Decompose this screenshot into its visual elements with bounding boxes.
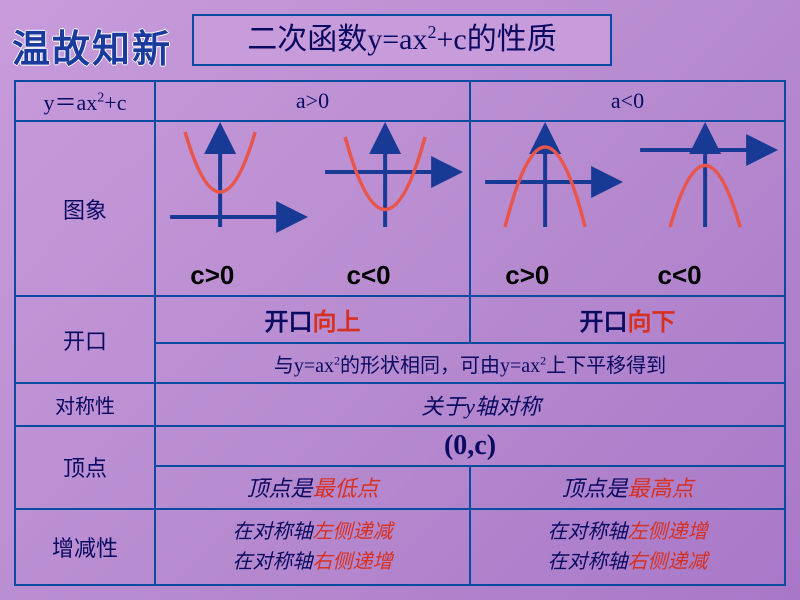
graph-aneg-cpos: c>0 [475, 122, 625, 295]
open-pos-acc: 向上 [313, 310, 361, 336]
vp-acc: 最低点 [313, 476, 379, 501]
title-prefix: 二次函数y=ax [247, 23, 427, 56]
row-label-symmetry: 对称性 [15, 383, 155, 425]
sn2: 的形状相同，可由y=ax [340, 355, 540, 377]
row-label-graph: 图象 [15, 121, 155, 296]
monotone-pos: 在对称轴左侧递减 在对称轴右侧递增 [155, 509, 470, 585]
vertex-neg: 顶点是最高点 [470, 466, 785, 508]
open-pos-pre: 开口 [265, 310, 313, 336]
title-suffix: +c的性质 [437, 23, 557, 56]
header-a-negative: a<0 [470, 81, 785, 121]
symmetry-text: 关于y轴对称 [155, 383, 785, 425]
mn2a: 在对称轴 [548, 551, 628, 573]
mp1a: 在对称轴 [233, 521, 313, 543]
mn1b: 左侧递增 [628, 521, 708, 543]
title-sup: 2 [428, 22, 437, 42]
main-title: 二次函数y=ax2+c的性质 [192, 14, 612, 66]
mn2b: 右侧递减 [628, 551, 708, 573]
mp1b: 左侧递减 [313, 521, 393, 543]
vertex-pos: 顶点是最低点 [155, 466, 470, 508]
hdr-f-suf: +c [104, 90, 126, 115]
properties-table: y＝ax2+c a>0 a<0 图象 c>0 [14, 80, 786, 586]
mp2a: 在对称轴 [233, 551, 313, 573]
vertex-coord: (0,c) [155, 426, 785, 466]
graph-aneg-cneg: c<0 [630, 122, 780, 295]
vp-pre: 顶点是 [246, 476, 312, 501]
sn3: 上下平移得到 [546, 355, 666, 377]
row-label-monotone: 增减性 [15, 509, 155, 585]
row-label-opening: 开口 [15, 296, 155, 383]
open-neg-acc: 向下 [628, 310, 676, 336]
opening-positive: 开口向上 [155, 296, 470, 343]
graph-apos-cneg: c<0 [315, 122, 465, 295]
c-label-pos-2: c>0 [505, 260, 549, 291]
stylized-header: 温故知新 [12, 18, 172, 73]
mn1a: 在对称轴 [548, 521, 628, 543]
c-label-pos-1: c>0 [190, 260, 234, 291]
sn1: 与y=ax [274, 355, 334, 377]
header-formula: y＝ax2+c [15, 81, 155, 121]
graph-apos-cpos: c>0 [160, 122, 310, 295]
open-neg-pre: 开口 [580, 310, 628, 336]
graphs-a-positive: c>0 c<0 [155, 121, 470, 296]
graphs-a-negative: c>0 c<0 [470, 121, 785, 296]
c-label-neg-2: c<0 [658, 260, 702, 291]
opening-negative: 开口向下 [470, 296, 785, 343]
header-a-positive: a>0 [155, 81, 470, 121]
vn-pre: 顶点是 [561, 476, 627, 501]
row-label-vertex: 顶点 [15, 426, 155, 509]
monotone-neg: 在对称轴左侧递增 在对称轴右侧递减 [470, 509, 785, 585]
c-label-neg-1: c<0 [347, 260, 391, 291]
mp2b: 右侧递增 [313, 551, 393, 573]
shape-note: 与y=ax2的形状相同，可由y=ax2上下平移得到 [155, 343, 785, 383]
hdr-f-pre: y＝ax [44, 90, 98, 115]
vn-acc: 最高点 [628, 476, 694, 501]
